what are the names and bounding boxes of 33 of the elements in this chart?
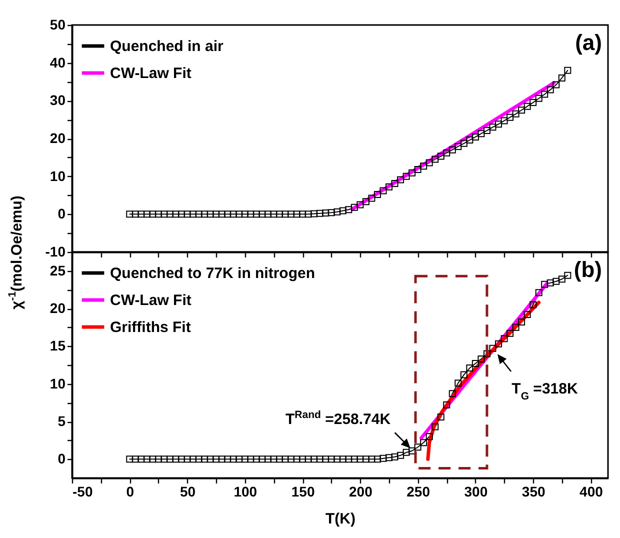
x-axis-title: T(K) — [326, 510, 356, 528]
legend-label: CW-Law Fit — [110, 292, 192, 309]
y-tick-label: 50 — [50, 16, 66, 32]
x-tick-label: 0 — [126, 484, 134, 500]
legend-label: Quenched in air — [110, 38, 224, 55]
y-tick-label: 15 — [50, 338, 66, 354]
annotation: (a) — [575, 30, 602, 55]
annotation: (b) — [574, 257, 602, 282]
annotation: T$^{Rand}$ =258.74K — [286, 408, 391, 428]
y-tick-label: 25 — [50, 262, 66, 278]
legend-label: Griffiths Fit — [110, 319, 191, 336]
y-tick-label: 0 — [58, 450, 66, 467]
legend-label: CW-Law Fit — [110, 65, 192, 82]
y-tick-label: 40 — [50, 54, 66, 70]
y-tick-label: 20 — [50, 300, 66, 316]
x-tick-label: 300 — [464, 484, 488, 500]
y-tick-label: 10 — [50, 168, 66, 184]
y-tick-label: -10 — [45, 244, 66, 260]
x-tick-label: 350 — [522, 484, 546, 500]
y-tick-label: 30 — [50, 92, 66, 108]
legend-label: Quenched to 77K in nitrogen — [110, 265, 316, 282]
x-tick-label: 200 — [348, 484, 373, 500]
x-tick-label: 250 — [406, 484, 430, 500]
y-tick-label: 0 — [58, 206, 66, 222]
x-tick-label: 50 — [180, 484, 196, 500]
x-tick-label: -50 — [72, 484, 93, 500]
y-tick-label: 5 — [58, 413, 66, 429]
x-tick-label: 400 — [580, 484, 604, 500]
x-tick-label: 150 — [291, 484, 315, 500]
y-tick-label: 10 — [50, 375, 66, 392]
annotation: T$_{G}$ =318K — [512, 380, 578, 402]
x-tick-label: 100 — [234, 484, 258, 500]
y-tick-label: 20 — [50, 130, 66, 146]
